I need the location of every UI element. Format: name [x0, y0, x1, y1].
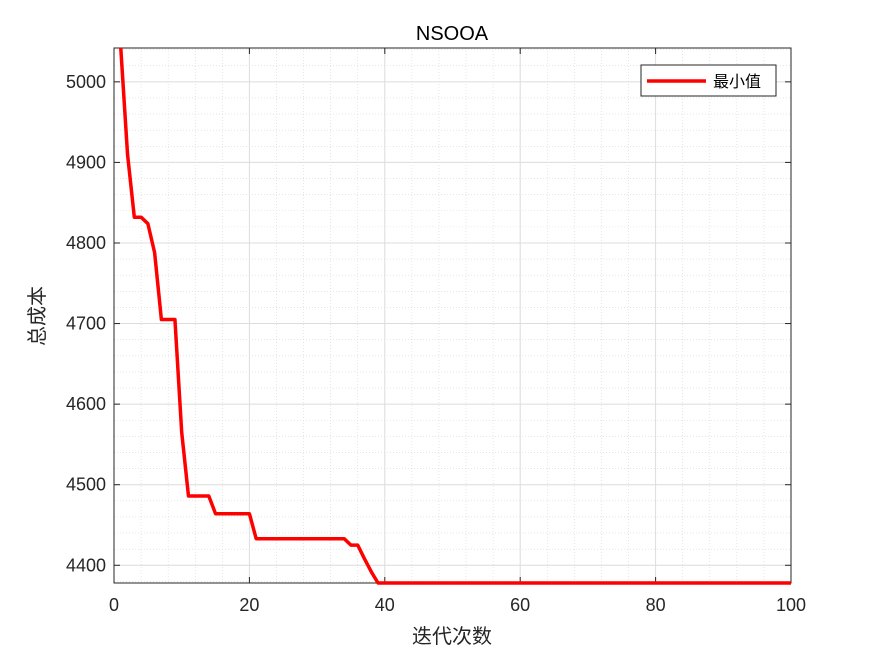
legend-label: 最小值: [713, 72, 761, 91]
series-layer: [119, 47, 791, 585]
y-tick-label: 4400: [66, 555, 106, 575]
major-grid: [114, 48, 791, 583]
y-tick-label: 4700: [66, 314, 106, 334]
y-tick-label: 4500: [66, 475, 106, 495]
y-axis-label: 总成本: [25, 286, 49, 346]
y-tick-labels: 4400 4500 4600 4700 4800 4900 5000: [66, 72, 106, 575]
y-tick-label: 5000: [66, 72, 106, 92]
chart-title: NSOOA: [416, 23, 489, 45]
x-tick-label: 20: [239, 595, 259, 615]
y-tick-label: 4600: [66, 394, 106, 414]
x-tick-label: 40: [375, 595, 395, 615]
x-tick-label: 60: [510, 595, 530, 615]
y-tick-label: 4900: [66, 152, 106, 172]
plot-background: [114, 48, 791, 583]
x-tick-labels: 0 20 40 60 80 100: [109, 595, 806, 615]
legend: 最小值: [640, 64, 777, 97]
minor-grid: [114, 48, 791, 583]
y-tick-label: 4800: [66, 233, 106, 253]
x-tick-label: 0: [109, 595, 119, 615]
x-tick-label: 100: [776, 595, 806, 615]
series-line-min-value: [119, 47, 791, 585]
axis-ticks: [113, 48, 792, 583]
x-axis-label: 迭代次数: [412, 624, 492, 648]
x-tick-label: 80: [646, 595, 666, 615]
